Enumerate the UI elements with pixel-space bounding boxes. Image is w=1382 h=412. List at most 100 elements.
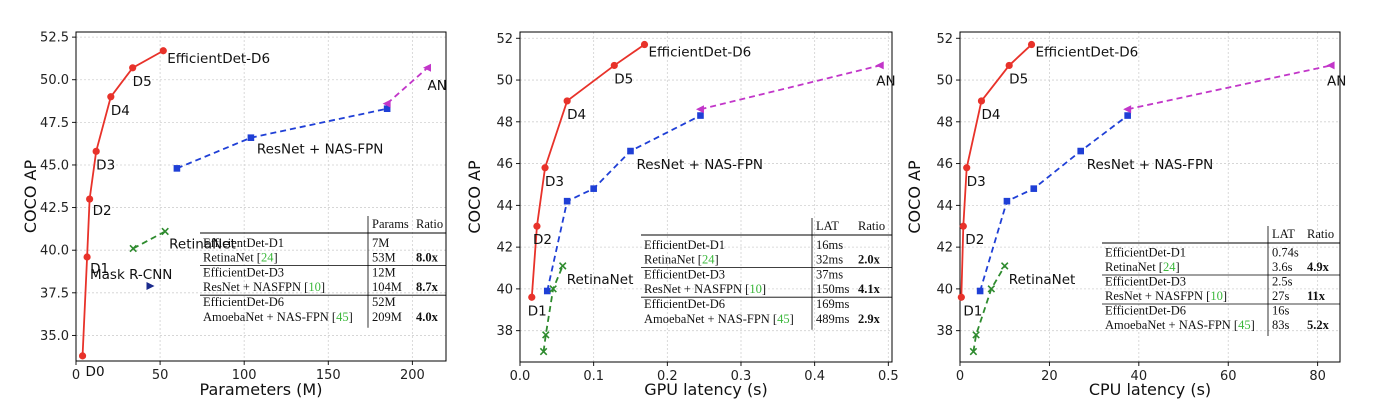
table-cell-name: EfficientDet-D3 [1105, 275, 1186, 289]
point-label: D1 [963, 303, 982, 319]
chart-panel-1: 0 50 100 150 200 35.0 37.5 40.0 42.5 45.0 47.5 50.0… [21, 31, 447, 399]
data-point-retinanet [558, 262, 567, 270]
table-cell-value: 37ms [816, 267, 843, 281]
point-label: D4 [111, 103, 130, 119]
comparison-table: Params Ratio EfficientDet-D1 7M RetinaNet [2… [200, 216, 446, 328]
table-cell-value: 3.6s [1272, 260, 1293, 274]
x-tick-label: 0.2 [657, 369, 678, 384]
data-point-mask_rcnn [146, 281, 155, 290]
table-cell-value: 0.74s [1272, 246, 1299, 260]
series-line-amoebanet [386, 67, 429, 105]
data-point-efficientdet [1027, 40, 1036, 49]
point-label: EfficientDet-D6 [648, 45, 751, 61]
y-axis-label: COCO AP [465, 160, 484, 234]
x-tick-label: 0.5 [878, 369, 899, 384]
x-tick-label: 20 [1041, 369, 1058, 384]
y-tick-label: 48 [936, 115, 953, 130]
data-point-efficientdet [959, 222, 967, 230]
table-cell-value: 7M [372, 236, 389, 250]
data-point-resnet_nasfpn [383, 105, 391, 113]
y-tick-label: 52.5 [40, 31, 69, 46]
data-point-resnet_nasfpn [976, 287, 984, 295]
x-tick-label: 100 [232, 368, 257, 383]
table-cell-name: ResNet + NASFPN [10] [1105, 289, 1227, 303]
data-point-efficientdet [640, 40, 649, 49]
point-label: AN [1327, 73, 1346, 89]
table-cell-name: AmoebaNet + NAS-FPN [45] [203, 310, 353, 324]
data-point-efficientdet [977, 97, 986, 105]
comparison-table: LAT Ratio EfficientDet-D1 16ms RetinaNet [24… [641, 218, 892, 330]
data-point-amoebanet [1326, 61, 1335, 70]
y-tick-label: 42 [936, 241, 953, 256]
table-header: Ratio [1307, 227, 1334, 241]
series-retinanet [969, 262, 1009, 356]
data-point-retinanet [969, 347, 978, 356]
table-cell-name: RetinaNet [24] [203, 251, 278, 265]
table-cell-ratio: 4.9x [1307, 260, 1330, 274]
table-cell-value: 209M [372, 310, 402, 324]
data-point-efficientdet [528, 293, 536, 301]
data-point-amoebanet [1123, 105, 1132, 114]
table-cell-name: EfficientDet-D3 [203, 265, 284, 279]
x-axis-label: Parameters (M) [200, 380, 323, 399]
data-point-retinanet [161, 227, 169, 236]
point-label: RetinaNet [169, 236, 236, 252]
point-label: ResNet + NAS-FPN [636, 157, 762, 173]
y-tick-label: 40 [496, 282, 513, 297]
table-cell-value: 16s [1272, 304, 1290, 318]
table-cell-name: ResNet + NASFPN [10] [203, 280, 325, 294]
table-cell-ratio: 4.0x [416, 310, 439, 324]
point-label: D3 [96, 157, 115, 173]
table-cell-name: ResNet + NASFPN [10] [644, 282, 766, 296]
y-tick-label: 40 [936, 282, 953, 297]
point-label: EfficientDet-D6 [1036, 45, 1139, 61]
y-tick-label: 46 [496, 157, 513, 172]
data-point-retinanet [539, 347, 548, 356]
y-tick-label: 44 [496, 199, 513, 214]
series-line-retinanet [132, 230, 166, 250]
y-tick-label: 35.0 [40, 329, 69, 344]
table-cell-name: EfficientDet-D6 [1105, 304, 1186, 318]
data-point-efficientdet [78, 352, 87, 360]
data-point-efficientdet [533, 222, 541, 230]
data-point-amoebanet [875, 61, 884, 70]
table-cell-ratio: 4.1x [858, 282, 881, 296]
data-point-efficientdet [563, 97, 571, 105]
data-point-resnet_nasfpn [1077, 147, 1085, 155]
table-cell-name: AmoebaNet + NAS-FPN [45] [644, 312, 794, 326]
table-cell-ratio: 8.7x [416, 280, 439, 294]
table-cell-value: 12M [372, 265, 396, 279]
y-tick-label: 47.5 [40, 116, 69, 131]
table-cell-name: EfficientDet-D1 [1105, 246, 1186, 260]
point-label: Mask R-CNN [90, 267, 172, 283]
data-point-efficientdet [1005, 61, 1013, 70]
data-point-retinanet [1000, 262, 1009, 270]
comparison-table: LAT Ratio EfficientDet-D1 0.74s RetinaNet [2… [1102, 226, 1340, 336]
series-efficientdet [78, 47, 167, 360]
table-cell-value: 169ms [816, 297, 849, 311]
data-point-retinanet [972, 331, 980, 339]
table-cell-ratio: 2.0x [858, 253, 881, 267]
table-cell-value: 52M [372, 295, 396, 309]
point-label: D3 [545, 174, 564, 190]
table-cell-name: AmoebaNet + NAS-FPN [45] [1105, 318, 1255, 332]
point-label: D4 [981, 107, 1000, 123]
y-tick-label: 52 [496, 32, 513, 47]
data-point-amoebanet [423, 63, 431, 72]
point-label: D5 [133, 74, 152, 90]
x-tick-label: 0.1 [583, 369, 604, 384]
series-line-amoebanet [1127, 64, 1332, 111]
y-tick-label: 52 [936, 32, 953, 47]
x-axis-label: CPU latency (s) [1089, 380, 1211, 399]
data-point-retinanet [542, 331, 550, 339]
series-retinanet [129, 227, 169, 253]
series-line-efficientdet [960, 43, 1033, 298]
series-amoebanet [382, 63, 431, 108]
point-label: D5 [1009, 71, 1028, 87]
data-point-retinanet [549, 285, 557, 293]
chart-panel-2: 0.0 0.1 0.2 0.3 0.4 0.5 38 40 42 44 46 48 50 52 GPU la… [465, 31, 899, 399]
data-point-amoebanet [382, 99, 391, 108]
y-tick-label: 45.0 [40, 158, 69, 173]
x-tick-label: 60 [1220, 369, 1237, 384]
point-label: D3 [967, 174, 986, 190]
